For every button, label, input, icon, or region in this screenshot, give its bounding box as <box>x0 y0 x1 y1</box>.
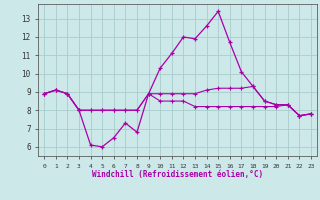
X-axis label: Windchill (Refroidissement éolien,°C): Windchill (Refroidissement éolien,°C) <box>92 170 263 179</box>
